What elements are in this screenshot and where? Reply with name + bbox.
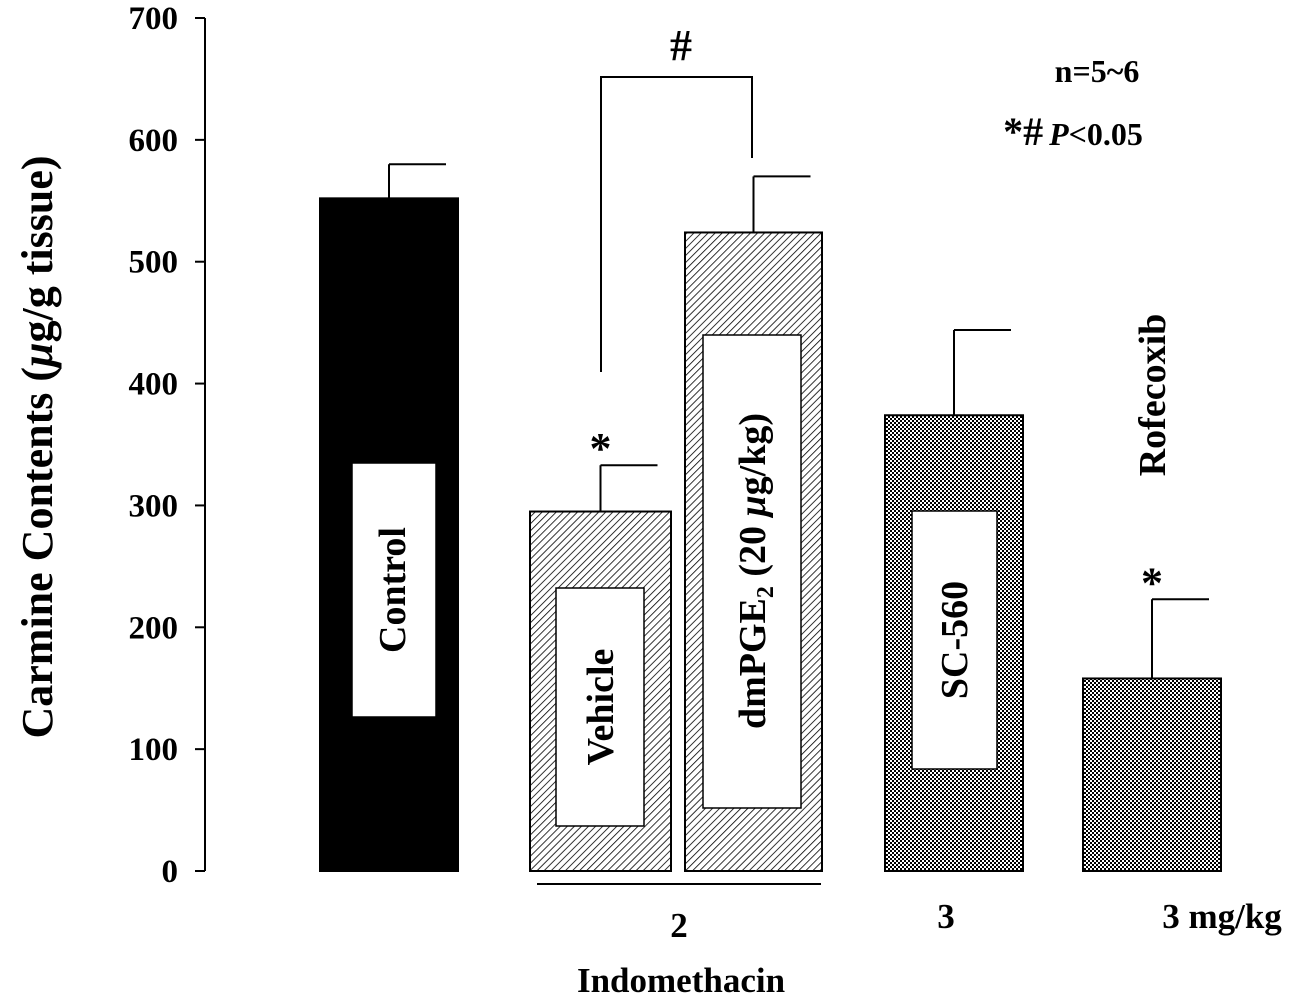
p-annotation-marks: *# bbox=[1003, 109, 1043, 154]
y-tick-label: 400 bbox=[129, 367, 179, 403]
significance-bracket: # bbox=[600, 21, 753, 372]
significance-mark: * bbox=[590, 424, 612, 473]
group-title-indomethacin: Indomethacin bbox=[577, 961, 785, 1000]
y-tick-label: 600 bbox=[129, 123, 179, 159]
bar-labels: Control Vehicle dmPGE2 (20 μg/kg) SC-560… bbox=[351, 314, 1174, 827]
bar-label-control: Control bbox=[372, 527, 414, 653]
bar-label-dmpge2-subscript: 2 bbox=[753, 586, 779, 598]
bar-label-dmpge2-name: dmPGE bbox=[732, 598, 774, 729]
y-ticks: 0 100 200 300 400 500 600 700 bbox=[129, 1, 205, 890]
p-annotation-value: <0.05 bbox=[1069, 116, 1143, 152]
n-annotation: n=5~6 bbox=[1055, 53, 1140, 89]
group-label-sc560-dose: 3 bbox=[937, 897, 955, 936]
y-tick-label: 200 bbox=[129, 610, 179, 646]
y-axis: 0 100 200 300 400 500 600 700 bbox=[129, 1, 206, 890]
bar-label-box-sc560: SC-560 bbox=[911, 510, 998, 770]
bar-label-box-control: Control bbox=[351, 462, 437, 718]
bar-label-dmpge2-unit: g/kg) bbox=[732, 413, 774, 495]
y-tick-label: 700 bbox=[129, 1, 179, 37]
bar-label-box-vehicle: Vehicle bbox=[555, 587, 645, 827]
bar bbox=[1082, 677, 1222, 872]
bar-label-box-dmpge2: dmPGE2 (20 μg/kg) bbox=[702, 334, 802, 809]
y-tick-label: 500 bbox=[129, 245, 179, 281]
bar-label-dmpge2: dmPGE2 (20 μg/kg) bbox=[732, 413, 779, 729]
y-axis-title-part-1: Carmine Contents ( bbox=[13, 367, 62, 739]
p-annotation: *# P<0.05 bbox=[1003, 109, 1143, 154]
group-labels: 2 3 3 mg/kg Indomethacin bbox=[537, 883, 1282, 1000]
y-tick-label: 0 bbox=[162, 854, 179, 890]
y-tick-label: 300 bbox=[129, 488, 179, 524]
bar-label-rofecoxib: Rofecoxib bbox=[1132, 314, 1174, 477]
y-tick-label: 100 bbox=[129, 732, 179, 768]
y-axis-title-mu: μ bbox=[13, 343, 62, 369]
bar-label-dmpge2-dose: (20 bbox=[732, 516, 774, 586]
bar-label-dmpge2-mu: μ bbox=[732, 495, 774, 518]
bar-label-sc560: SC-560 bbox=[934, 581, 976, 699]
bar-label-vehicle: Vehicle bbox=[580, 649, 622, 766]
group-label-indomethacin-dose: 2 bbox=[670, 906, 688, 945]
bracket-line bbox=[600, 76, 753, 372]
y-axis-title: Carmine Contents (μg/g tissue) bbox=[13, 156, 62, 739]
significance-mark: * bbox=[1141, 558, 1163, 607]
p-annotation-p: P bbox=[1048, 116, 1069, 152]
bracket-label: # bbox=[670, 21, 692, 70]
group-label-rofecoxib-dose: 3 mg/kg bbox=[1162, 897, 1282, 936]
y-axis-title-part-2: g/g tissue) bbox=[13, 156, 62, 343]
